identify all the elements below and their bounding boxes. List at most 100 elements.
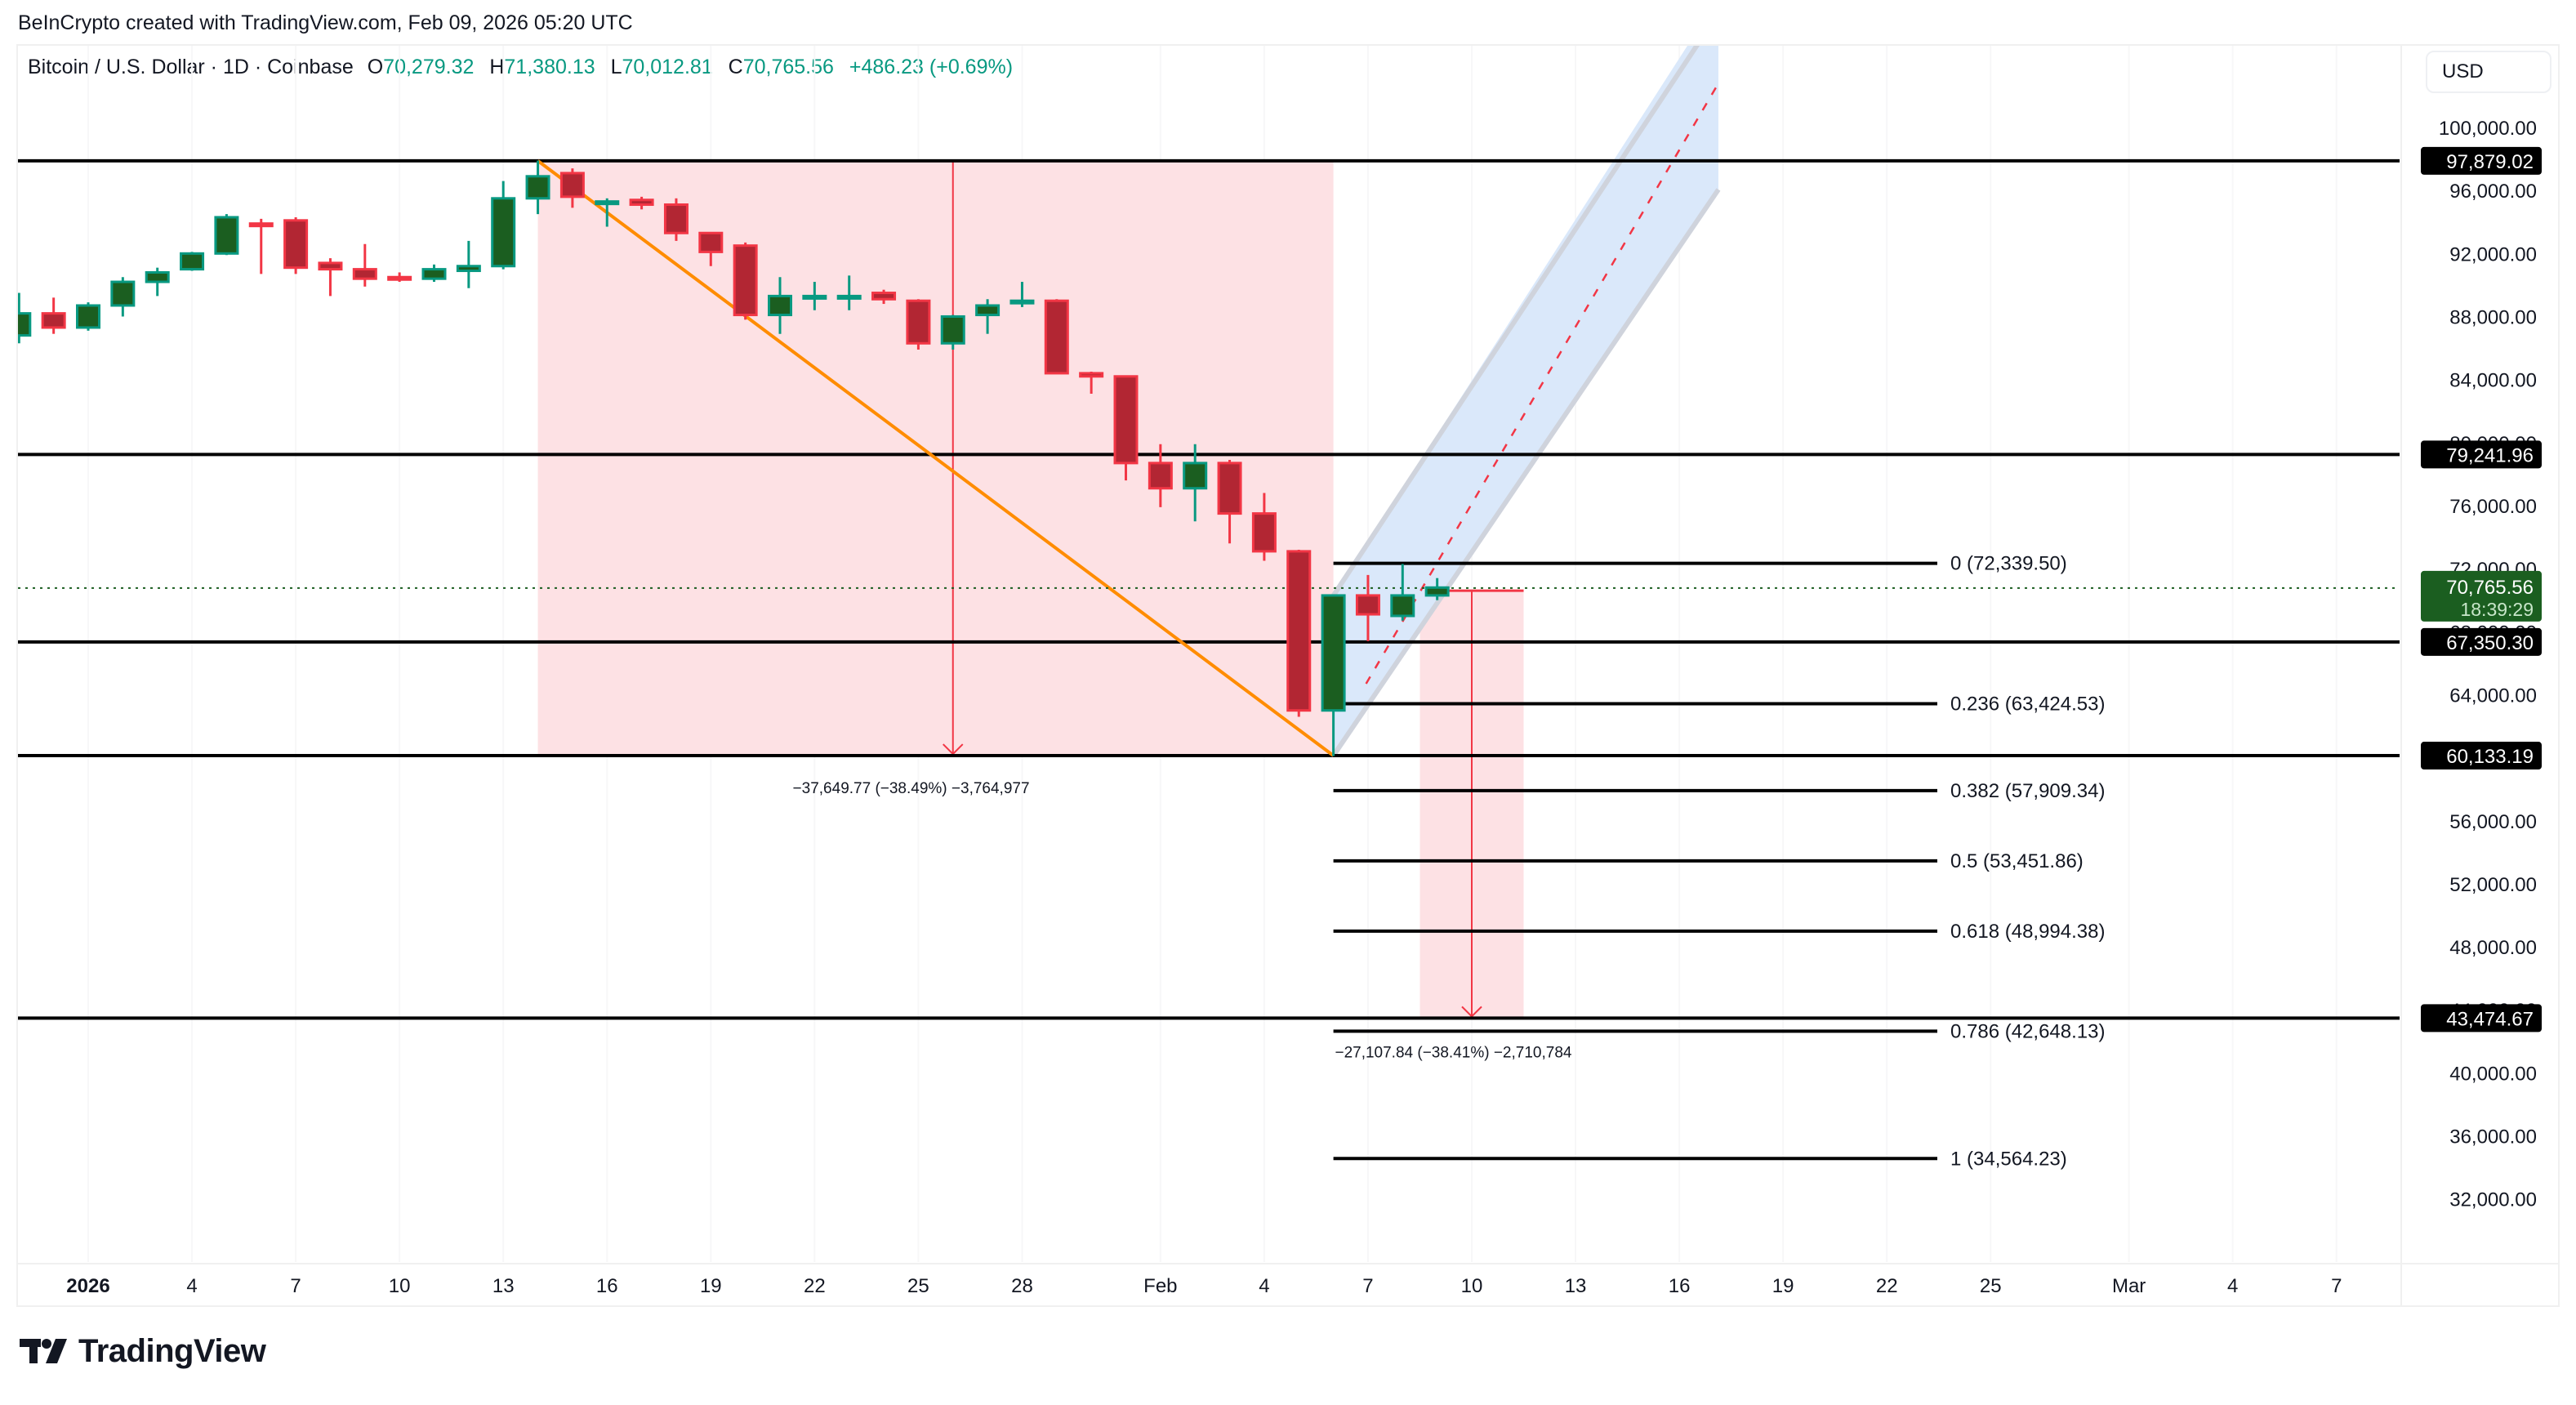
measure-label: −27,107.84 (−38.41%) −2,710,784 <box>1335 1044 1571 1061</box>
time-axis-tick: 7 <box>290 1275 301 1297</box>
candle[interactable] <box>663 203 689 234</box>
candle[interactable] <box>975 304 1001 317</box>
candle[interactable] <box>1183 462 1208 490</box>
candle[interactable] <box>595 200 620 206</box>
candle[interactable] <box>421 268 447 280</box>
candle[interactable] <box>456 265 481 273</box>
candle[interactable] <box>110 280 136 307</box>
candle[interactable] <box>698 231 724 253</box>
candle[interactable] <box>1251 512 1277 553</box>
close-value: 70,765.56 <box>742 56 834 78</box>
currency-button[interactable]: USD <box>2426 51 2551 93</box>
candle[interactable] <box>629 198 654 207</box>
candle[interactable] <box>940 314 965 345</box>
candle[interactable] <box>1148 462 1173 490</box>
candle[interactable] <box>1390 594 1415 618</box>
candle[interactable] <box>871 292 897 301</box>
candle[interactable] <box>41 312 66 329</box>
time-axis-tick: 4 <box>1259 1275 1269 1297</box>
time-axis-tick: 2026 <box>66 1275 109 1297</box>
candle[interactable] <box>836 294 862 300</box>
time-axis-tick: 25 <box>1980 1275 2002 1297</box>
candle[interactable] <box>525 175 550 200</box>
price-axis-tick: 48,000.00 <box>2449 937 2537 959</box>
fib-level-label: 0.5 (53,451.86) <box>1950 850 2084 872</box>
candle[interactable] <box>8 312 32 337</box>
change-value: +486.23 (+0.69%) <box>849 56 1014 78</box>
candle[interactable] <box>1044 299 1069 375</box>
candle[interactable] <box>248 222 274 228</box>
open-value: 70,279.32 <box>383 56 475 78</box>
price-axis-tick: 40,000.00 <box>2449 1063 2537 1085</box>
candle[interactable] <box>1355 594 1380 616</box>
candle[interactable] <box>733 244 758 317</box>
high-value: 71,380.13 <box>504 56 595 78</box>
fib-level-label: 0 (72,339.50) <box>1950 553 2067 575</box>
candle[interactable] <box>768 294 792 317</box>
candle[interactable] <box>352 268 377 280</box>
price-axis-tick: 52,000.00 <box>2449 874 2537 896</box>
candle[interactable] <box>387 275 412 281</box>
trend-line[interactable] <box>537 159 1335 757</box>
candle[interactable] <box>906 299 931 345</box>
plot-area[interactable] <box>8 33 2400 1262</box>
price-level-badge-text: 43,474.67 <box>2446 1008 2534 1030</box>
candle[interactable] <box>1286 550 1312 712</box>
time-axis-tick: 22 <box>804 1275 826 1297</box>
tradingview-logo[interactable]: TradingView <box>20 1332 266 1369</box>
price-axis-tick: 84,000.00 <box>2449 370 2537 392</box>
price-axis-tick: 96,000.00 <box>2449 181 2537 203</box>
time-axis-tick: 13 <box>492 1275 515 1297</box>
candle[interactable] <box>491 197 516 268</box>
tradingview-logo-text: TradingView <box>78 1332 266 1369</box>
channel-midline <box>1365 83 1720 685</box>
candle[interactable] <box>802 294 827 300</box>
time-axis-tick: 19 <box>1772 1275 1794 1297</box>
time-axis-tick: Feb <box>1143 1275 1177 1297</box>
fib-level-label: 1 (34,564.23) <box>1950 1148 2067 1170</box>
time-axis-tick: 19 <box>700 1275 722 1297</box>
price-axis-tick: 92,000.00 <box>2449 243 2537 265</box>
candle[interactable] <box>1424 586 1450 597</box>
time-axis-tick: 28 <box>1011 1275 1033 1297</box>
chart-frame <box>16 44 2560 1307</box>
candle[interactable] <box>145 270 170 283</box>
candle[interactable] <box>1321 594 1346 712</box>
price-level-badge <box>2421 440 2542 469</box>
measure-label: −37,649.77 (−38.49%) −3,764,977 <box>793 780 1030 797</box>
price-axis-tick: 64,000.00 <box>2449 685 2537 707</box>
price-axis-tick: 100,000.00 <box>2439 118 2537 140</box>
price-axis-tick: 88,000.00 <box>2449 306 2537 328</box>
price-level-badge-text: 79,241.96 <box>2446 444 2534 466</box>
price-level-badge <box>2421 742 2542 770</box>
last-price-value: 70,765.56 <box>2446 577 2534 599</box>
candle[interactable] <box>559 172 585 198</box>
fib-level-label: 0.618 (48,994.38) <box>1950 921 2105 943</box>
price-level-badge-text: 67,350.30 <box>2446 632 2534 654</box>
candle[interactable] <box>1113 375 1139 465</box>
candle[interactable] <box>1217 462 1242 515</box>
symbol-title[interactable]: Bitcoin / U.S. Dollar · 1D · Coinbase <box>28 56 354 78</box>
candle[interactable] <box>214 216 239 255</box>
time-axis-tick: 25 <box>907 1275 929 1297</box>
price-axis-tick: 32,000.00 <box>2449 1189 2537 1211</box>
channel-lower-edge <box>1331 188 1721 757</box>
time-axis-tick: 22 <box>1876 1275 1898 1297</box>
low-value: 70,012.81 <box>622 56 713 78</box>
price-level-badge <box>2421 627 2542 656</box>
price-level-badge <box>2421 146 2542 175</box>
chart-credit: BeInCrypto created with TradingView.com,… <box>18 11 633 34</box>
high-label: H <box>489 56 505 78</box>
candle[interactable] <box>1079 372 1104 378</box>
candle[interactable] <box>1009 299 1035 305</box>
candle[interactable] <box>76 304 100 329</box>
time-axis-tick: 4 <box>186 1275 197 1297</box>
close-label: C <box>728 56 743 78</box>
price-level-badge <box>2421 1004 2542 1033</box>
candle[interactable] <box>180 252 205 271</box>
time-axis-tick: 7 <box>1362 1275 1373 1297</box>
symbol-legend: Bitcoin / U.S. Dollar · 1D · Coinbase O7… <box>28 56 1013 79</box>
candle[interactable] <box>318 261 343 271</box>
candle[interactable] <box>283 219 309 270</box>
